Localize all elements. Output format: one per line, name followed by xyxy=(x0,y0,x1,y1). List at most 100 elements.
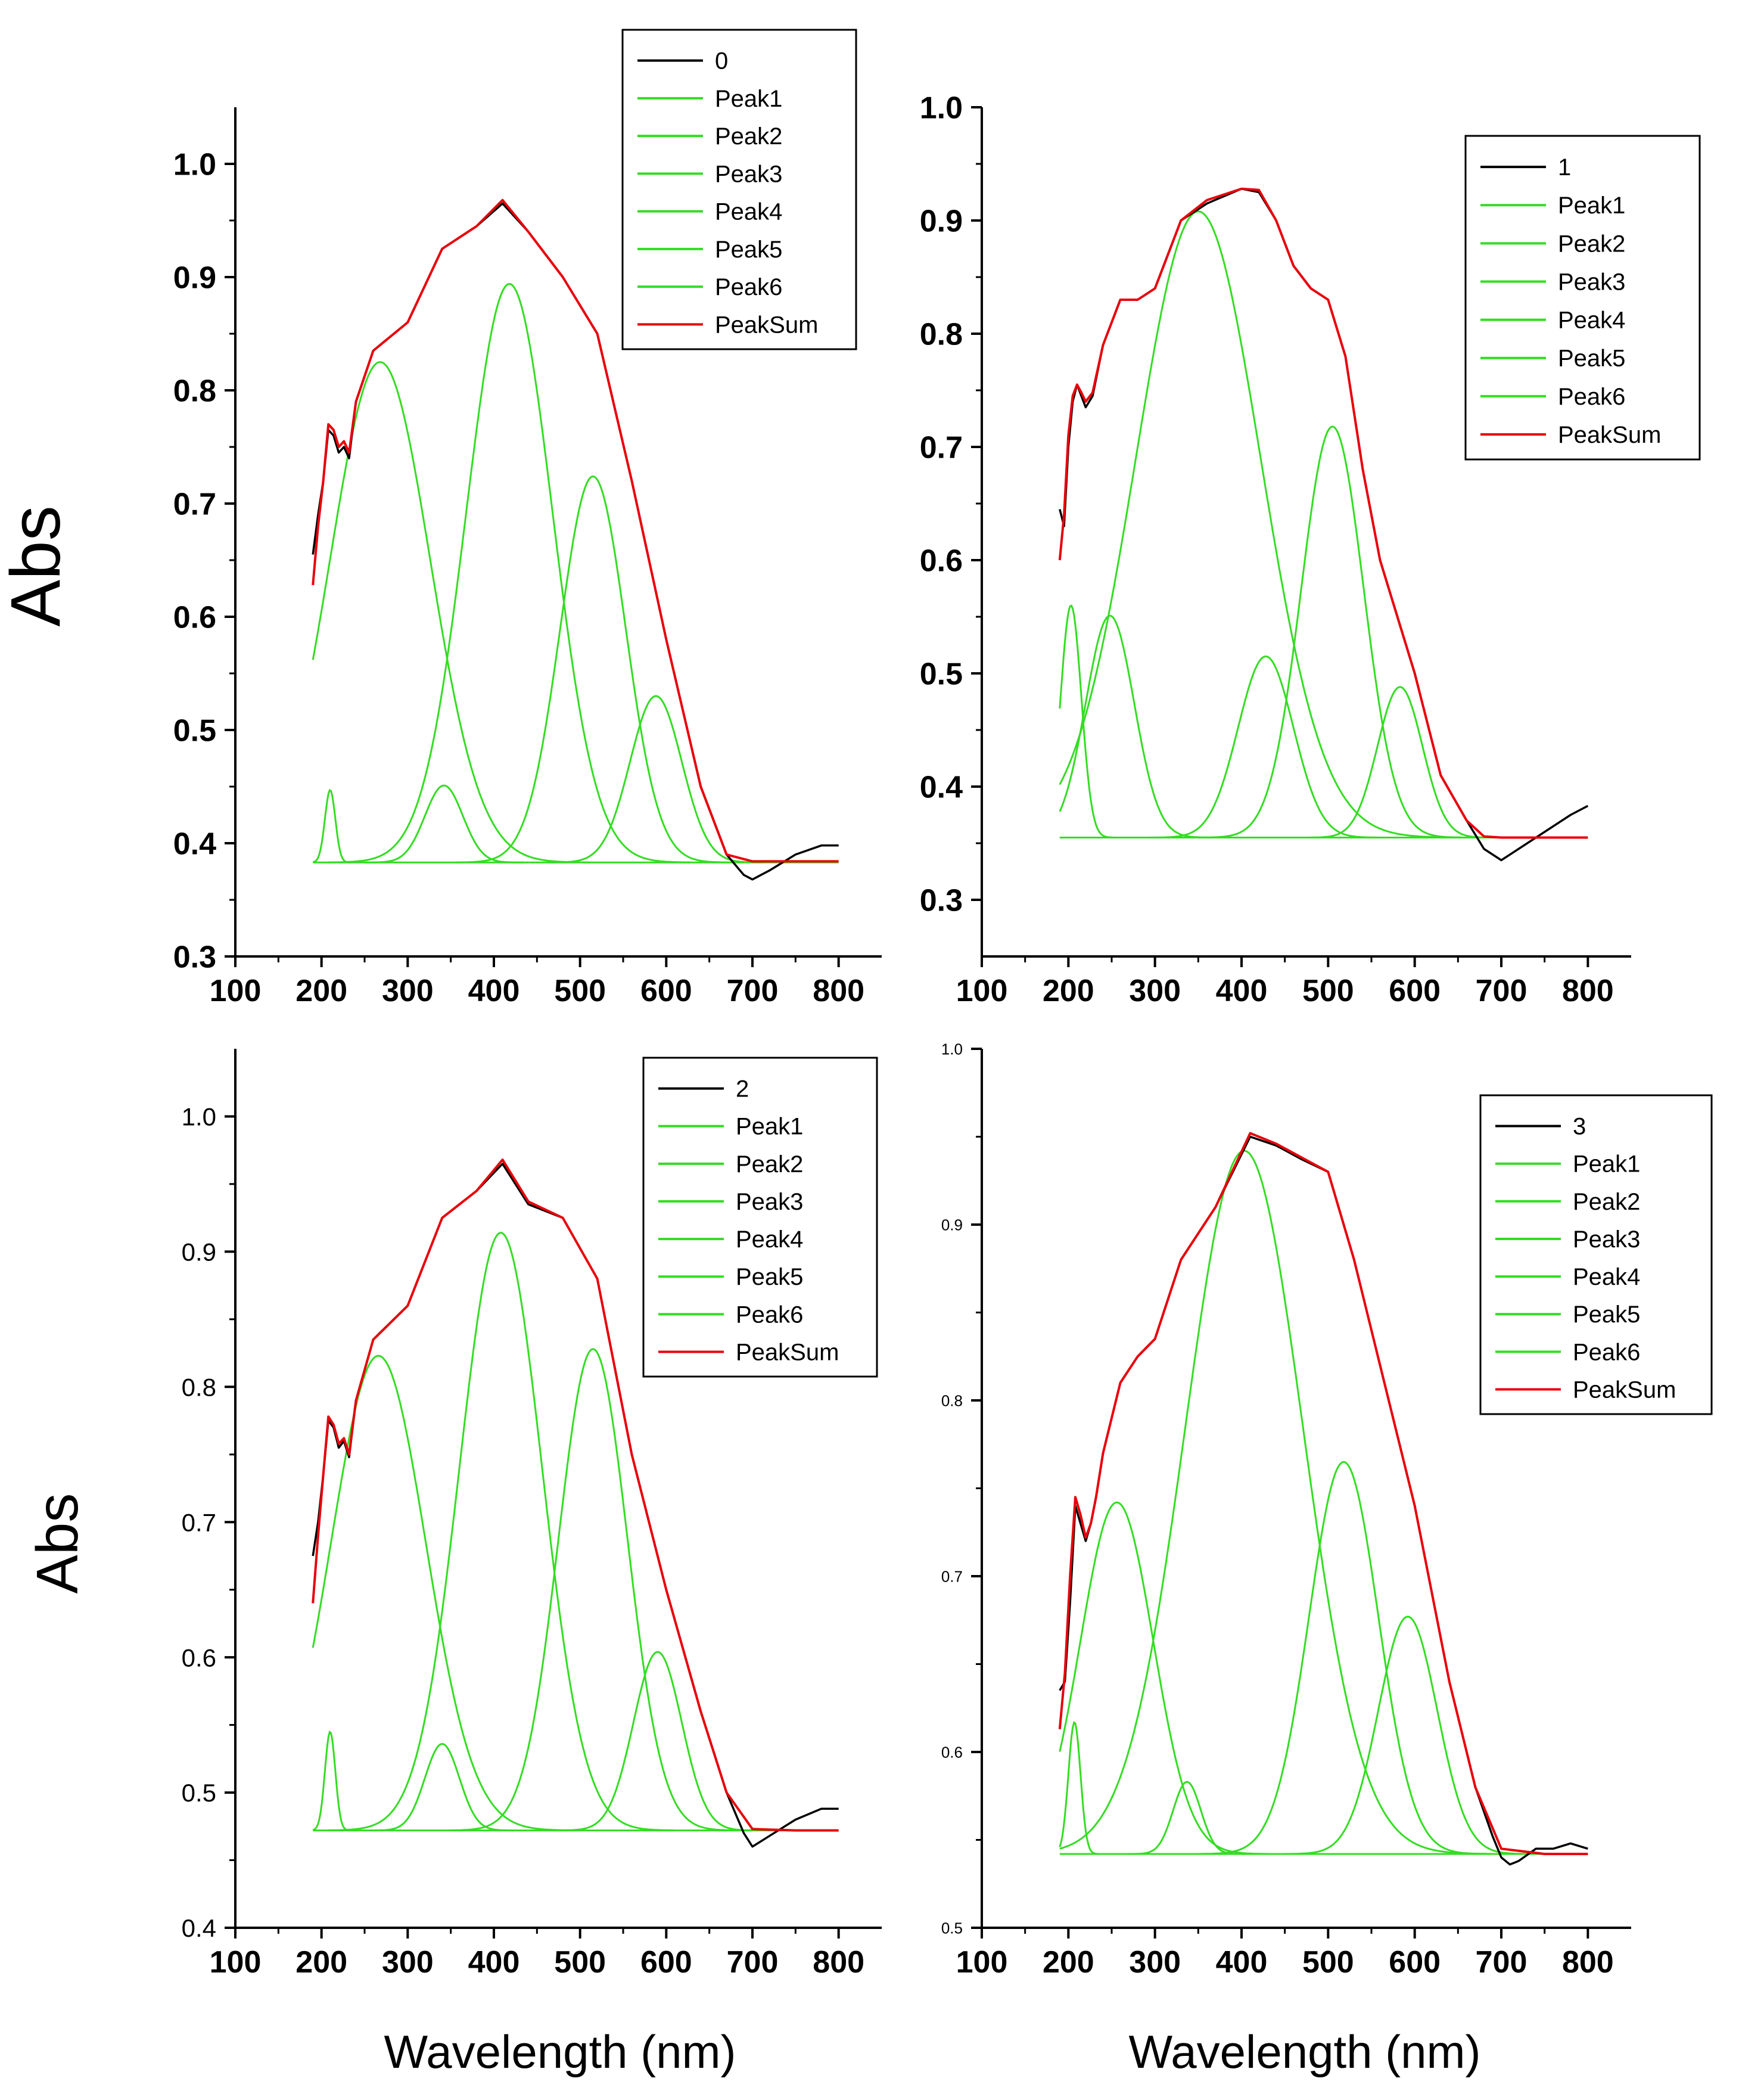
x-tick-label: 600 xyxy=(1389,974,1441,1008)
y-tick-label: 0.5 xyxy=(920,657,963,692)
x-tick-label: 600 xyxy=(1389,1945,1441,1980)
x-tick-label: 300 xyxy=(382,1945,434,1980)
series-peak6-line xyxy=(547,695,765,863)
y-tick-label: 0.5 xyxy=(173,714,216,748)
x-tick-label: 500 xyxy=(1302,974,1354,1008)
series-peak4-line xyxy=(328,282,690,863)
legend-label: PeakSum xyxy=(736,1339,839,1365)
series-peak5-line xyxy=(448,1348,738,1831)
y-tick-label: 0.9 xyxy=(920,204,963,239)
x-tick-label: 800 xyxy=(1562,974,1614,1008)
x-tick-label: 400 xyxy=(1216,974,1268,1008)
y-tick-label: 1.0 xyxy=(182,1103,216,1131)
x-tick-label: 400 xyxy=(468,1945,520,1980)
y-tick-label: 1.0 xyxy=(173,148,216,182)
legend-label: Peak1 xyxy=(1558,192,1625,219)
x-tick-label: 800 xyxy=(813,974,864,1008)
series-peak2-line xyxy=(312,361,590,863)
series-peak1-line xyxy=(1059,604,1115,838)
legend-label: PeakSum xyxy=(715,312,818,338)
y-tick-label: 0.8 xyxy=(173,374,216,409)
series-peak3-line xyxy=(364,784,524,863)
x-tick-label: 700 xyxy=(727,974,779,1008)
y-tick-label: 0.5 xyxy=(182,1779,216,1807)
x-tick-label: 200 xyxy=(295,1945,347,1980)
x-tick-label: 100 xyxy=(210,1945,262,1980)
y-tick-label: 0.6 xyxy=(182,1644,216,1672)
y-tick-label: 0.6 xyxy=(920,544,963,579)
legend-label: Peak5 xyxy=(1558,346,1625,372)
y-axis-title: Abs xyxy=(0,505,75,626)
chart-panel-top-right: 100 200 300 400 500 600 700 800 0.3 0.4 0.5 0.6 0.7 0… xyxy=(920,91,1701,1008)
legend-label: Peak3 xyxy=(1573,1226,1640,1253)
series-peak1-line xyxy=(312,1730,352,1832)
legend-label: Peak6 xyxy=(1573,1339,1640,1365)
legend-label: Peak4 xyxy=(1558,307,1625,334)
y-tick-label: 0.6 xyxy=(941,1743,963,1761)
x-tick-label: 400 xyxy=(468,974,520,1008)
series-peak2-line xyxy=(1059,1501,1269,1855)
x-tick-label: 300 xyxy=(382,974,434,1008)
series-peak2-line xyxy=(1059,614,1212,838)
y-tick-label: 0.8 xyxy=(941,1391,963,1409)
x-tick-label: 500 xyxy=(554,1945,606,1980)
y-tick-label: 0.3 xyxy=(173,940,216,975)
series-3-line xyxy=(1059,1135,1588,1866)
legend: 1 Peak1 Peak2 Peak3 Peak4 Peak5 Peak6 PeakSum xyxy=(1464,135,1701,461)
y-tick-label: 1.0 xyxy=(941,1040,963,1058)
legend-label: Peak3 xyxy=(715,161,782,187)
x-tick-label: 200 xyxy=(1043,1945,1094,1980)
x-tick-label: 100 xyxy=(956,1945,1008,1980)
x-tick-label: 700 xyxy=(727,1945,779,1980)
legend-box xyxy=(642,1057,878,1378)
series-peak4-line xyxy=(1059,1150,1491,1855)
y-tick-label: 0.7 xyxy=(182,1508,216,1536)
y-tick-label: 0.6 xyxy=(173,601,216,635)
y-tick-label: 0.7 xyxy=(941,1567,963,1585)
legend-label: PeakSum xyxy=(1573,1377,1676,1403)
series-peak3-line xyxy=(369,1742,515,1832)
series-peak6-line xyxy=(556,1651,758,1832)
series-peaksum-line xyxy=(1058,1132,1588,1856)
series-peak1-line xyxy=(312,788,352,863)
legend-box xyxy=(621,29,857,350)
legend-label: Peak6 xyxy=(715,274,782,300)
series-peak6-line xyxy=(1284,1616,1531,1855)
x-tick-label: 200 xyxy=(295,974,347,1008)
series-peak4-line xyxy=(326,1232,674,1831)
legend: 0 Peak1 Peak2 Peak3 Peak4 Peak5 Peak6 PeakSum xyxy=(621,29,857,350)
x-tick-label: 800 xyxy=(813,1945,864,1980)
x-tick-label: 700 xyxy=(1476,974,1528,1008)
legend-label: Peak4 xyxy=(736,1226,803,1253)
series-peaksum-line xyxy=(312,1158,839,1832)
series-peak5-line xyxy=(455,475,730,863)
legend-label: Peak1 xyxy=(715,86,782,112)
legend-label: 0 xyxy=(715,48,728,74)
series-peak3-line xyxy=(1128,1781,1245,1855)
legend-label: Peak2 xyxy=(736,1151,803,1178)
x-tick-label: 200 xyxy=(1043,974,1094,1008)
legend-box xyxy=(1479,1094,1713,1415)
legend-label: Peak2 xyxy=(1558,231,1625,257)
x-tick-label: 100 xyxy=(210,974,262,1008)
series-peak5-line xyxy=(1198,1461,1489,1855)
legend-label: 2 xyxy=(736,1076,749,1102)
legend-label: Peak6 xyxy=(1558,384,1625,410)
legend-label: 1 xyxy=(1558,154,1571,181)
legend-label: Peak1 xyxy=(736,1114,803,1140)
y-axis-title: Abs xyxy=(24,1493,90,1594)
legend-label: Peak3 xyxy=(1558,269,1625,295)
legend-label: Peak4 xyxy=(1573,1264,1640,1290)
y-tick-label: 0.7 xyxy=(920,431,963,465)
y-tick-label: 0.3 xyxy=(920,884,963,918)
x-tick-label: 500 xyxy=(554,974,606,1008)
legend-label: Peak2 xyxy=(715,123,782,150)
legend: 2 Peak1 Peak2 Peak3 Peak4 Peak5 Peak6 PeakSum xyxy=(642,1057,878,1378)
legend-label: Peak4 xyxy=(715,199,782,225)
legend-label: Peak5 xyxy=(1573,1301,1640,1328)
series-0-line xyxy=(312,202,839,881)
chart-panel-bottom-left: 100 200 300 400 500 600 700 800 0.4 0.5 0.6 0.7 0.8 0… xyxy=(24,1049,882,2078)
x-tick-label: 300 xyxy=(1129,1945,1181,1980)
x-tick-label: 300 xyxy=(1129,974,1181,1008)
